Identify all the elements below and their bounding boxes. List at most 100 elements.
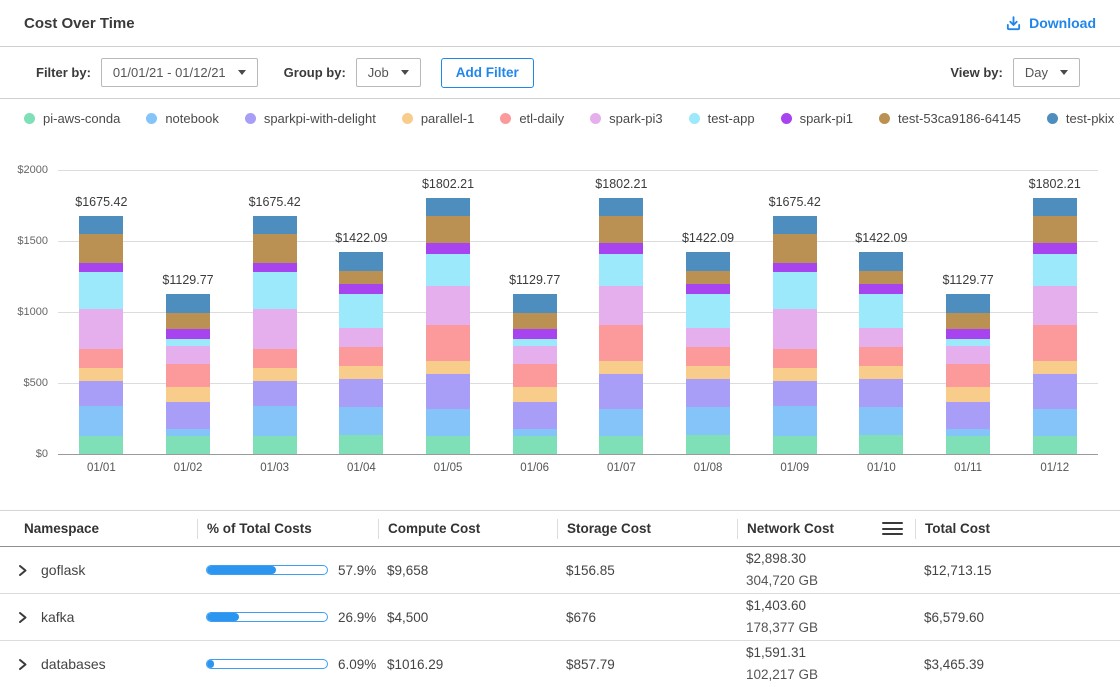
bar-segment-spark-pi1[interactable]	[859, 284, 903, 294]
bar-segment-etl-daily[interactable]	[513, 364, 557, 388]
stacked-bar[interactable]	[599, 198, 643, 454]
legend-item[interactable]: notebook	[146, 111, 219, 126]
view-by-select[interactable]: Day	[1013, 58, 1080, 87]
bar-segment-parallel-1[interactable]	[426, 361, 470, 374]
bar-segment-test-app[interactable]	[599, 254, 643, 286]
bar-segment-sparkpi-with-delight[interactable]	[686, 379, 730, 407]
bar-segment-pi-aws-conda[interactable]	[426, 436, 470, 454]
stacked-bar[interactable]	[253, 216, 297, 454]
bar-segment-test-app[interactable]	[773, 272, 817, 309]
bar-segment-test-pkix[interactable]	[1033, 198, 1077, 216]
bar-segment-test-app[interactable]	[426, 254, 470, 286]
bar-segment-etl-daily[interactable]	[599, 325, 643, 360]
bar-segment-pi-aws-conda[interactable]	[599, 436, 643, 454]
col-header-pct-total-costs[interactable]: % of Total Costs	[197, 519, 378, 539]
bar-segment-spark-pi1[interactable]	[1033, 243, 1077, 254]
bar-segment-spark-pi3[interactable]	[426, 286, 470, 325]
expand-chevron-icon[interactable]	[17, 611, 28, 624]
bar-segment-notebook[interactable]	[599, 409, 643, 436]
bar-segment-spark-pi3[interactable]	[946, 346, 990, 364]
bar-segment-test-53ca9186-64145[interactable]	[513, 313, 557, 329]
bar-segment-test-53ca9186-64145[interactable]	[79, 234, 123, 263]
col-header-namespace[interactable]: Namespace	[0, 519, 197, 539]
bar-segment-notebook[interactable]	[513, 429, 557, 437]
bar-segment-spark-pi1[interactable]	[339, 284, 383, 294]
bar-segment-parallel-1[interactable]	[339, 366, 383, 379]
legend-item[interactable]: test-pkix	[1047, 111, 1114, 126]
bar-segment-test-app[interactable]	[339, 294, 383, 328]
legend-item[interactable]: parallel-1	[402, 111, 474, 126]
bar-segment-spark-pi3[interactable]	[599, 286, 643, 325]
bar-segment-pi-aws-conda[interactable]	[859, 435, 903, 454]
bar-segment-test-pkix[interactable]	[79, 216, 123, 233]
bar-segment-sparkpi-with-delight[interactable]	[253, 381, 297, 406]
bar-segment-notebook[interactable]	[686, 407, 730, 435]
stacked-bar[interactable]	[339, 252, 383, 454]
bar-segment-test-53ca9186-64145[interactable]	[426, 216, 470, 243]
bar-segment-etl-daily[interactable]	[1033, 325, 1077, 360]
bar-segment-notebook[interactable]	[1033, 409, 1077, 436]
bar-segment-test-pkix[interactable]	[166, 294, 210, 313]
col-header-total-cost[interactable]: Total Cost	[915, 519, 1120, 539]
bar-segment-parallel-1[interactable]	[686, 366, 730, 379]
bar-segment-spark-pi1[interactable]	[513, 329, 557, 340]
bar-segment-spark-pi3[interactable]	[1033, 286, 1077, 325]
bar-segment-spark-pi3[interactable]	[339, 328, 383, 347]
bar-segment-sparkpi-with-delight[interactable]	[946, 402, 990, 428]
bar-segment-sparkpi-with-delight[interactable]	[773, 381, 817, 406]
bar-segment-test-53ca9186-64145[interactable]	[599, 216, 643, 243]
bar-segment-notebook[interactable]	[253, 406, 297, 436]
bar-segment-spark-pi3[interactable]	[773, 309, 817, 349]
stacked-bar[interactable]	[686, 252, 730, 454]
bar-segment-test-pkix[interactable]	[946, 294, 990, 313]
bar-segment-spark-pi1[interactable]	[773, 263, 817, 273]
legend-item[interactable]: sparkpi-with-delight	[245, 111, 376, 126]
col-header-storage-cost[interactable]: Storage Cost	[557, 519, 737, 539]
bar-segment-etl-daily[interactable]	[166, 364, 210, 388]
bar-segment-pi-aws-conda[interactable]	[166, 436, 210, 454]
bar-segment-parallel-1[interactable]	[946, 387, 990, 402]
bar-segment-test-53ca9186-64145[interactable]	[166, 313, 210, 329]
bar-segment-sparkpi-with-delight[interactable]	[859, 379, 903, 407]
stacked-bar[interactable]	[946, 294, 990, 454]
bar-segment-spark-pi1[interactable]	[79, 263, 123, 273]
bar-segment-spark-pi3[interactable]	[79, 309, 123, 349]
stacked-bar[interactable]	[79, 216, 123, 454]
bar-segment-sparkpi-with-delight[interactable]	[339, 379, 383, 407]
bar-segment-notebook[interactable]	[773, 406, 817, 436]
stacked-bar[interactable]	[426, 198, 470, 454]
bar-segment-sparkpi-with-delight[interactable]	[599, 374, 643, 409]
bar-segment-etl-daily[interactable]	[773, 349, 817, 368]
bar-segment-spark-pi1[interactable]	[426, 243, 470, 254]
bar-segment-notebook[interactable]	[166, 429, 210, 437]
bar-segment-etl-daily[interactable]	[686, 347, 730, 366]
bar-segment-sparkpi-with-delight[interactable]	[1033, 374, 1077, 409]
bar-segment-pi-aws-conda[interactable]	[253, 436, 297, 454]
col-header-network-cost[interactable]: Network Cost	[737, 519, 915, 539]
bar-segment-test-pkix[interactable]	[339, 252, 383, 271]
bar-segment-spark-pi3[interactable]	[859, 328, 903, 347]
bar-segment-pi-aws-conda[interactable]	[513, 436, 557, 454]
legend-item[interactable]: pi-aws-conda	[24, 111, 120, 126]
bar-segment-test-pkix[interactable]	[599, 198, 643, 216]
bar-segment-etl-daily[interactable]	[253, 349, 297, 368]
bar-segment-test-pkix[interactable]	[773, 216, 817, 233]
bar-segment-spark-pi1[interactable]	[253, 263, 297, 273]
expand-chevron-icon[interactable]	[17, 658, 28, 671]
namespace-cell[interactable]: kafka	[0, 609, 197, 625]
bar-segment-test-pkix[interactable]	[426, 198, 470, 216]
bar-segment-test-app[interactable]	[686, 294, 730, 328]
bar-segment-parallel-1[interactable]	[79, 368, 123, 380]
bar-segment-spark-pi3[interactable]	[253, 309, 297, 349]
stacked-bar[interactable]	[859, 252, 903, 454]
bar-segment-pi-aws-conda[interactable]	[686, 435, 730, 454]
download-button[interactable]: Download	[1005, 15, 1096, 32]
bar-segment-test-pkix[interactable]	[686, 252, 730, 271]
stacked-bar[interactable]	[1033, 198, 1077, 454]
bar-segment-sparkpi-with-delight[interactable]	[426, 374, 470, 409]
bar-segment-test-53ca9186-64145[interactable]	[339, 271, 383, 284]
bar-segment-pi-aws-conda[interactable]	[946, 436, 990, 454]
bar-segment-spark-pi1[interactable]	[946, 329, 990, 340]
bar-segment-test-53ca9186-64145[interactable]	[253, 234, 297, 263]
bar-segment-parallel-1[interactable]	[859, 366, 903, 379]
